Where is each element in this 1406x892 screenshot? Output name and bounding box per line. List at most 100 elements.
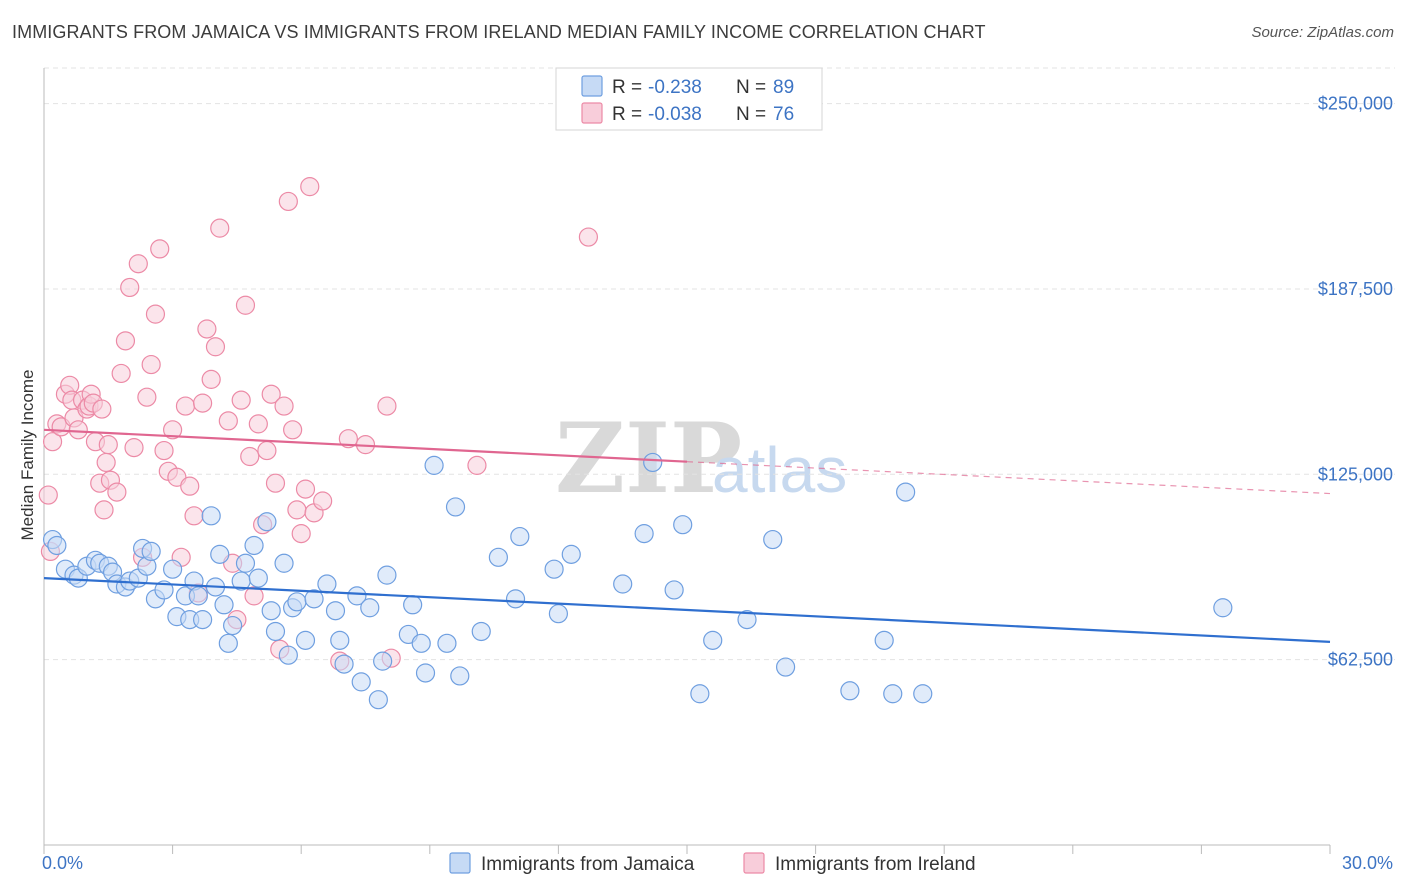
series-legend: Immigrants from Jamaica Immigrants from … bbox=[449, 852, 976, 875]
ireland-point-66 bbox=[300, 177, 320, 197]
jamaica-point-53 bbox=[373, 651, 393, 671]
jamaica-point-57 bbox=[411, 633, 431, 653]
jamaica-point-84 bbox=[913, 684, 933, 704]
ireland-point-70 bbox=[338, 429, 358, 449]
ireland-point-32 bbox=[150, 239, 170, 259]
legend-ireland-n-label: N = bbox=[736, 104, 766, 125]
ireland-point-63 bbox=[287, 500, 307, 520]
jamaica-point-28 bbox=[210, 544, 230, 564]
jamaica-point-77 bbox=[737, 610, 757, 630]
jamaica-point-45 bbox=[317, 574, 337, 594]
ireland-point-44 bbox=[201, 369, 221, 389]
jamaica-point-67 bbox=[544, 559, 564, 579]
legend-swatch-ireland bbox=[581, 102, 603, 124]
ireland-point-60 bbox=[274, 396, 294, 416]
jamaica-point-19 bbox=[163, 559, 183, 579]
ireland-point-24 bbox=[115, 331, 136, 351]
jamaica-point-75 bbox=[690, 684, 710, 704]
ireland-point-18 bbox=[94, 500, 114, 520]
ireland-point-51 bbox=[235, 295, 256, 315]
ireland-point-58 bbox=[265, 473, 286, 493]
jamaica-point-59 bbox=[424, 455, 444, 475]
jamaica-point-81 bbox=[874, 630, 894, 650]
jamaica-point-37 bbox=[261, 601, 281, 621]
x-tick-max: 30.0% bbox=[1342, 853, 1393, 873]
ireland-point-31 bbox=[145, 304, 166, 324]
jamaica-point-76 bbox=[703, 630, 723, 650]
legend-jamaica-n-label: N = bbox=[736, 77, 766, 98]
trend-lines bbox=[43, 428, 1331, 643]
jamaica-point-50 bbox=[351, 672, 371, 692]
jamaica-point-52 bbox=[368, 690, 388, 710]
ireland-point-61 bbox=[278, 191, 298, 212]
legend-jamaica-r-value: -0.238 bbox=[648, 77, 702, 98]
ireland-point-25 bbox=[120, 277, 140, 298]
ireland-point-40 bbox=[184, 506, 204, 526]
ireland-point-64 bbox=[291, 524, 311, 544]
jamaica-trend-line bbox=[43, 576, 1331, 643]
jamaica-point-44 bbox=[304, 589, 324, 609]
jamaica-point-30 bbox=[218, 633, 238, 653]
ireland-point-22 bbox=[107, 482, 127, 502]
y-axis-label: Median Family Income bbox=[18, 369, 37, 540]
ireland-point-20 bbox=[98, 435, 118, 455]
jamaica-point-51 bbox=[360, 598, 380, 618]
jamaica-point-18 bbox=[154, 580, 174, 600]
jamaica-point-83 bbox=[896, 482, 916, 502]
ireland-point-62 bbox=[283, 420, 303, 440]
ireland-point-17 bbox=[92, 399, 112, 419]
bottom-legend-ireland: Immigrants from Ireland bbox=[775, 854, 976, 875]
jamaica-point-31 bbox=[223, 615, 243, 636]
legend-jamaica-n-value: 89 bbox=[773, 77, 794, 98]
jamaica-point-62 bbox=[450, 666, 470, 686]
ireland-point-72 bbox=[377, 396, 397, 416]
ireland-point-19 bbox=[96, 452, 116, 473]
jamaica-point-85 bbox=[1213, 598, 1233, 618]
jamaica-point-1 bbox=[47, 535, 67, 556]
bottom-swatch-ireland bbox=[743, 852, 765, 874]
ireland-point-43 bbox=[197, 319, 217, 339]
y-tick-label-3: $250,000 bbox=[1318, 94, 1393, 114]
ireland-point-56 bbox=[257, 440, 277, 461]
source-credit: Source: ZipAtlas.com bbox=[1251, 24, 1394, 41]
legend-ireland-r-value: -0.038 bbox=[648, 104, 702, 125]
y-tick-label-1: $125,000 bbox=[1318, 464, 1393, 484]
jamaica-point-39 bbox=[274, 553, 294, 573]
ireland-point-57 bbox=[261, 384, 281, 404]
ireland-point-23 bbox=[111, 363, 131, 384]
jamaica-point-29 bbox=[214, 595, 234, 615]
ireland-point-65 bbox=[295, 479, 316, 499]
ireland-point-47 bbox=[218, 411, 238, 431]
ireland-point-9 bbox=[68, 420, 88, 440]
x-tick-min: 0.0% bbox=[42, 853, 83, 873]
jamaica-point-54 bbox=[377, 565, 397, 585]
jamaica-point-26 bbox=[201, 506, 221, 526]
watermark-atlas: atlas bbox=[712, 434, 847, 506]
jamaica-point-35 bbox=[248, 568, 268, 588]
ireland-point-42 bbox=[193, 393, 213, 413]
jamaica-point-69 bbox=[561, 544, 581, 564]
jamaica-point-79 bbox=[775, 657, 796, 677]
ireland-point-26 bbox=[124, 438, 144, 458]
bottom-swatch-jamaica bbox=[449, 852, 471, 874]
jamaica-point-63 bbox=[471, 621, 491, 642]
jamaica-point-60 bbox=[437, 633, 457, 653]
y-axis-ticks: $62,500 $125,000 $187,500 $250,000 bbox=[1318, 94, 1393, 670]
jamaica-point-56 bbox=[403, 595, 423, 615]
ireland-point-50 bbox=[231, 390, 251, 410]
jamaica-point-33 bbox=[235, 553, 256, 573]
legend-ireland-n-value: 76 bbox=[773, 104, 794, 125]
ireland-point-39 bbox=[180, 476, 200, 496]
jamaica-point-68 bbox=[548, 604, 569, 624]
legend-jamaica-r-label: R = bbox=[612, 77, 642, 98]
jamaica-point-34 bbox=[244, 535, 264, 556]
ireland-point-68 bbox=[313, 491, 333, 511]
ireland-point-30 bbox=[141, 354, 161, 375]
jamaica-point-36 bbox=[257, 512, 277, 532]
jamaica-point-82 bbox=[883, 684, 903, 704]
x-axis-ticks bbox=[43, 845, 1331, 854]
jamaica-point-47 bbox=[330, 630, 350, 650]
jamaica-point-61 bbox=[445, 497, 466, 517]
y-tick-label-0: $62,500 bbox=[1328, 650, 1393, 670]
